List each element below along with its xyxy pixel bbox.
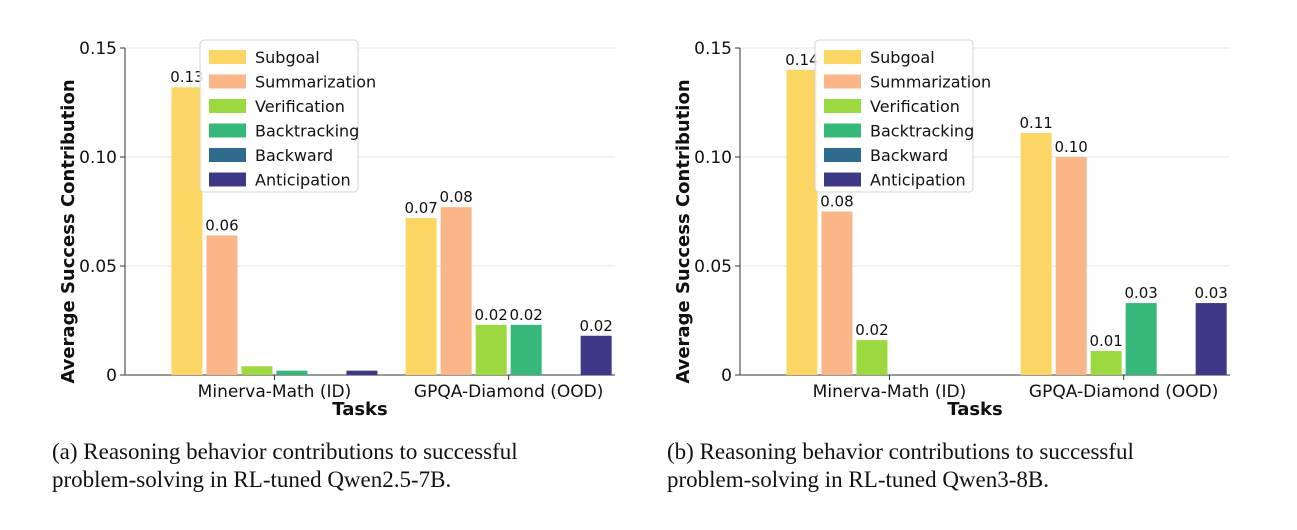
bar-verification	[241, 366, 273, 375]
data-label: 0.03	[1124, 284, 1157, 302]
bar-summarization	[206, 235, 238, 375]
data-label: 0.03	[1194, 284, 1227, 302]
bar-anticipation	[346, 370, 378, 375]
bar-backtracking	[276, 370, 308, 375]
y-tick-label: 0.05	[79, 257, 117, 277]
legend-swatch	[209, 74, 246, 89]
caption-b: (b) Reasoning behavior contributions to …	[667, 438, 1241, 494]
y-tick-label: 0.05	[694, 257, 732, 277]
bar-subgoal	[405, 218, 437, 375]
chart-b: 0 0.05 0.10 0.15 0.14 0.08 0.02 Minerva-Math (I…	[673, 39, 1230, 420]
y-tick-label: 0.10	[79, 148, 117, 168]
y-tick-label: 0.10	[694, 148, 732, 168]
data-label: 0.02	[474, 306, 507, 324]
legend-swatch	[209, 99, 246, 113]
bar-backtracking	[1125, 303, 1157, 375]
data-label: 0.07	[404, 199, 437, 217]
x-axis-label: Tasks	[947, 399, 1003, 420]
caption-b-line1: (b) Reasoning behavior contributions to …	[667, 439, 1134, 464]
caption-a-line1: (a) Reasoning behavior contributions to …	[52, 439, 518, 464]
legend-label: Summarization	[255, 73, 376, 92]
legend-swatch	[209, 172, 246, 187]
legend-swatch	[824, 74, 861, 89]
legend-label: Backtracking	[255, 122, 359, 141]
legend-swatch	[209, 148, 246, 162]
bar-backtracking	[510, 324, 542, 375]
legend-label: Anticipation	[870, 171, 966, 190]
bar-verification	[856, 340, 888, 375]
legend-label: Backward	[255, 146, 333, 165]
bar-subgoal	[171, 87, 203, 376]
data-label: 0.01	[1089, 332, 1122, 350]
data-label: 0.02	[579, 317, 612, 335]
y-tick-label: 0.15	[694, 39, 732, 59]
y-axis-label: Average Success Contribution	[58, 79, 79, 383]
legend-swatch	[824, 99, 861, 113]
data-label: 0.02	[855, 321, 888, 339]
bar-subgoal	[786, 69, 818, 376]
legend-swatch	[824, 172, 861, 187]
caption-a: (a) Reasoning behavior contributions to …	[52, 438, 624, 494]
y-tick-label: 0	[106, 366, 117, 386]
legend-label: Summarization	[870, 73, 991, 92]
caption-a-line2: problem-solving in RL-tuned Qwen2.5-7B.	[52, 467, 452, 492]
caption-b-line2: problem-solving in RL-tuned Qwen3-8B.	[667, 467, 1050, 492]
legend-swatch	[209, 50, 246, 64]
legend-label: Verification	[870, 97, 960, 116]
legend-swatch	[209, 123, 246, 138]
legend-label: Anticipation	[255, 171, 351, 190]
data-label: 0.11	[1019, 114, 1052, 132]
legend-label: Backtracking	[870, 122, 974, 141]
legend-swatch	[824, 148, 861, 162]
x-tick-label: Minerva-Math (ID)	[198, 382, 352, 402]
x-tick-label: GPQA-Diamond (OOD)	[414, 382, 603, 402]
legend-swatch	[824, 50, 861, 64]
x-tick-label: GPQA-Diamond (OOD)	[1029, 382, 1218, 402]
legend-label: Backward	[870, 146, 948, 165]
legend-label: Subgoal	[255, 48, 320, 67]
bar-anticipation	[580, 335, 612, 375]
data-label: 0.10	[1054, 138, 1087, 156]
bar-summarization	[821, 211, 853, 375]
y-tick-label: 0	[721, 366, 732, 386]
data-label: 0.08	[439, 188, 472, 206]
bar-summarization	[440, 207, 472, 375]
bar-summarization	[1055, 157, 1087, 375]
legend-swatch	[824, 123, 861, 138]
y-tick-label: 0.15	[79, 39, 117, 59]
x-axis-label: Tasks	[332, 399, 388, 420]
legend-label: Verification	[255, 97, 345, 116]
bar-verification	[1090, 351, 1122, 375]
bar-verification	[475, 324, 507, 375]
data-label: 0.14	[785, 51, 818, 69]
data-label: 0.06	[205, 216, 238, 234]
legend-label: Subgoal	[870, 48, 935, 67]
bar-subgoal	[1020, 133, 1052, 375]
bar-anticipation	[1195, 303, 1227, 375]
data-label: 0.13	[170, 68, 203, 86]
y-axis-label: Average Success Contribution	[673, 79, 694, 383]
data-label: 0.02	[509, 306, 542, 324]
chart-a: 0 0.05 0.10 0.15 0.13 0.06 Minerva-Math (ID) 0.…	[58, 39, 615, 420]
x-tick-label: Minerva-Math (ID)	[813, 382, 967, 402]
data-label: 0.08	[820, 193, 853, 211]
